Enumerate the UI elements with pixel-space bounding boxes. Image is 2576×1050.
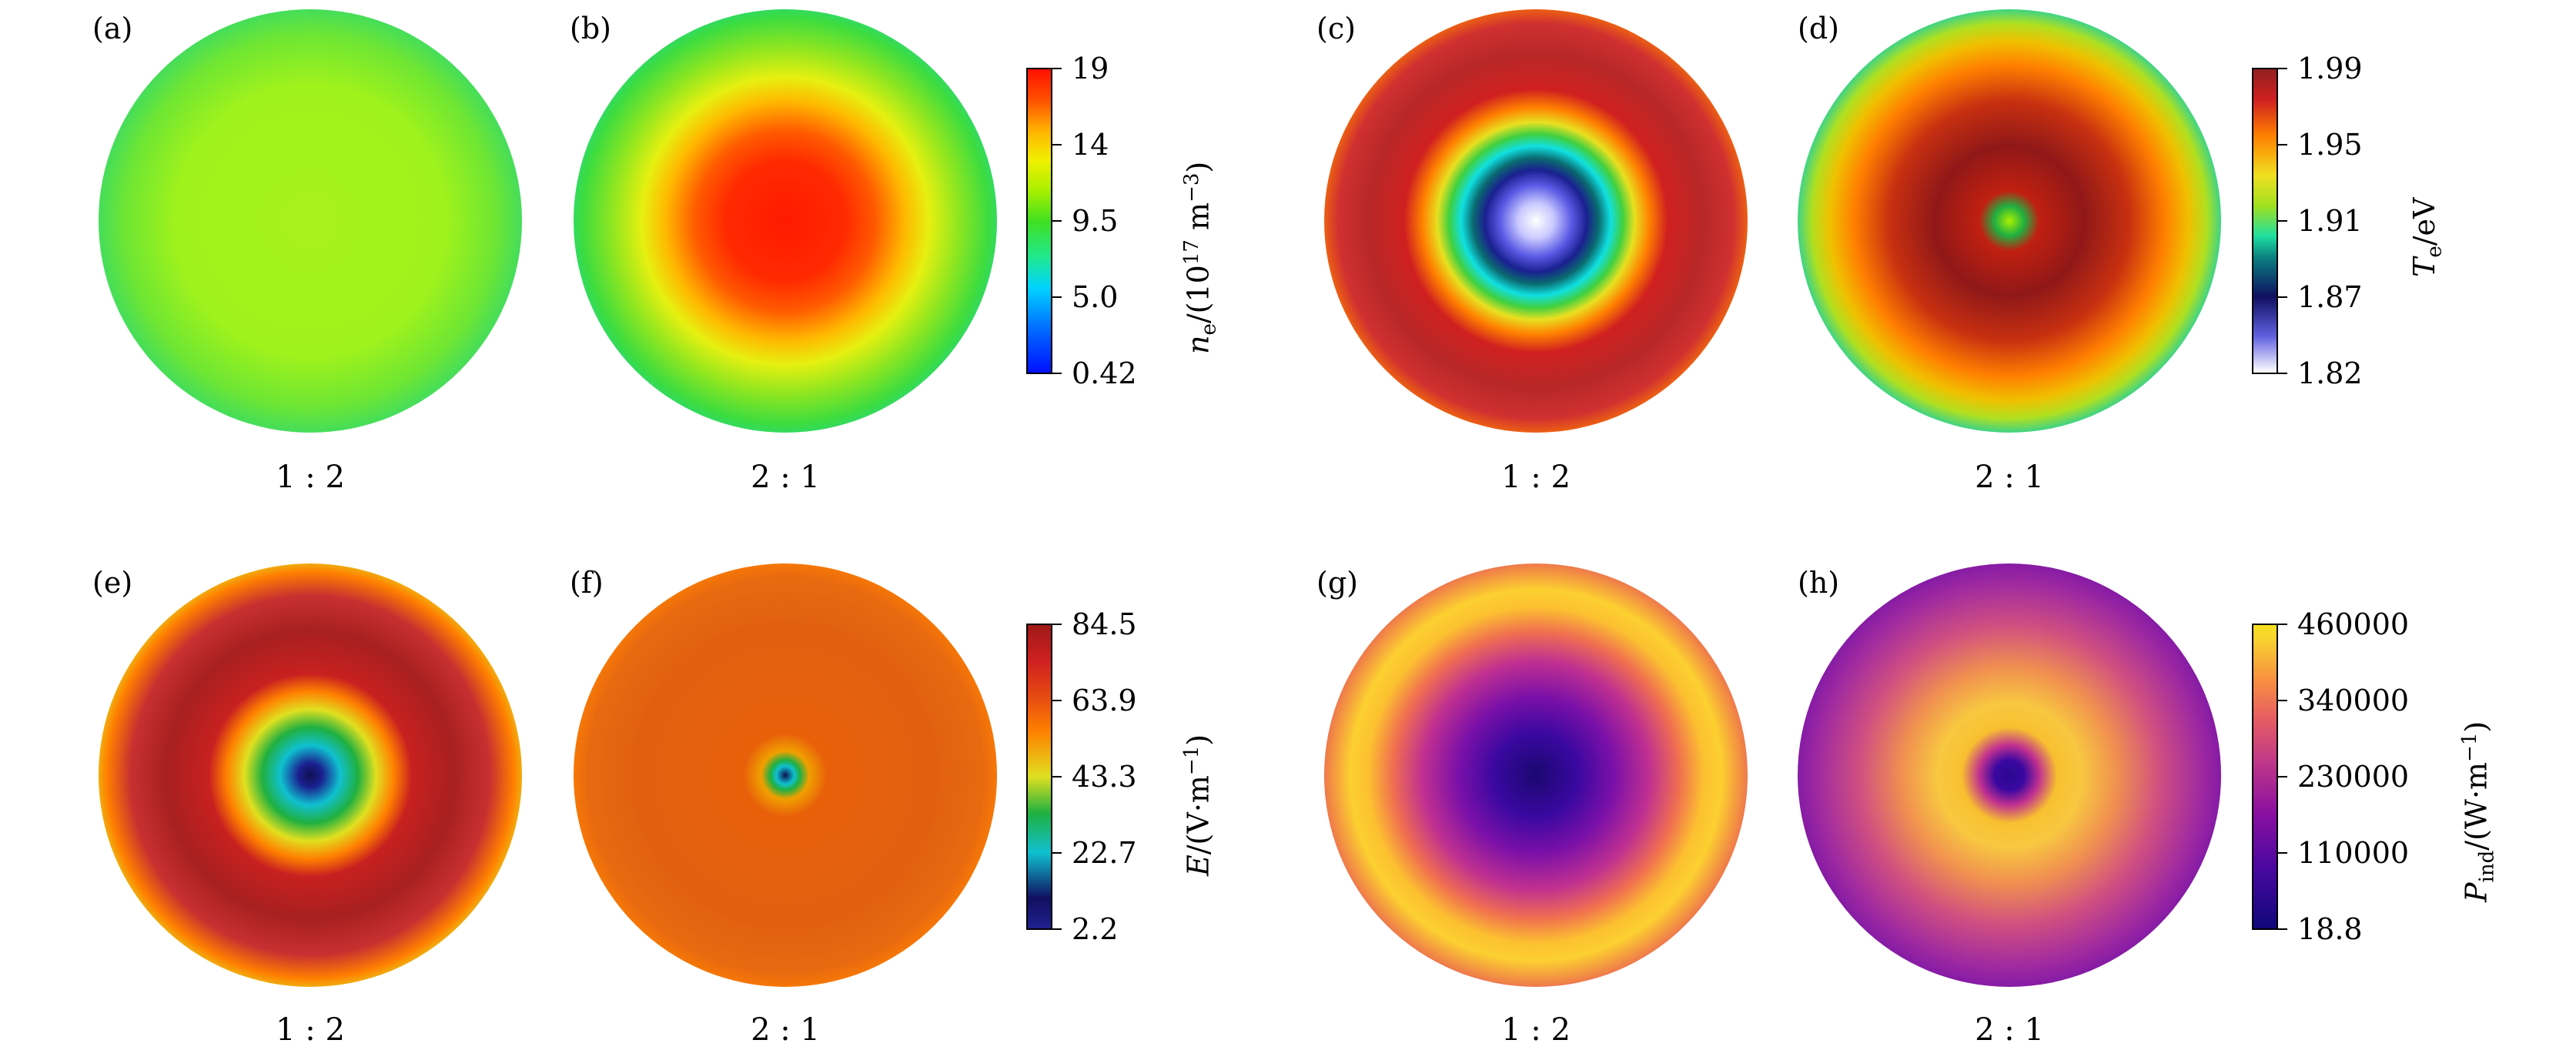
e-colorbar <box>1026 624 1052 930</box>
ne-tick-label: 9.5 <box>1072 204 1119 238</box>
ne-colorbar <box>1026 68 1052 374</box>
te-tick <box>2278 373 2287 374</box>
ratio-g: 1 : 2 <box>1501 1012 1571 1048</box>
te-tick <box>2278 296 2287 298</box>
panel-label-d: (d) <box>1798 12 1839 45</box>
te-tick-label: 1.91 <box>2297 204 2363 238</box>
e-colorbar-label: E/(V·m−1) <box>1180 734 1216 876</box>
p-tick <box>2278 776 2287 777</box>
te-colorbar <box>2252 68 2278 374</box>
e-tick-label: 22.7 <box>1072 836 1137 870</box>
ne-tick <box>1052 68 1062 69</box>
e-tick <box>1052 928 1062 930</box>
ne-tick-label: 5.0 <box>1072 280 1119 314</box>
te-tick-label: 1.82 <box>2297 356 2363 390</box>
te-disk-c <box>1324 9 1748 433</box>
p-tick <box>2278 624 2287 625</box>
te-tick <box>2278 68 2287 69</box>
ne-tick-label: 14 <box>1072 128 1109 162</box>
p-tick <box>2278 928 2287 930</box>
e-disk-e <box>99 563 522 987</box>
panel-label-g: (g) <box>1316 566 1358 600</box>
ratio-c: 1 : 2 <box>1501 460 1571 495</box>
p-tick-label: 230000 <box>2297 760 2410 794</box>
te-disk-d <box>1798 9 2221 433</box>
ratio-e: 1 : 2 <box>276 1012 345 1048</box>
p-tick-label: 340000 <box>2297 684 2410 717</box>
te-colorbar-label: Te/eV <box>2407 197 2447 277</box>
ne-disk-a <box>99 9 522 433</box>
panel-label-a: (a) <box>92 12 133 45</box>
panel-label-e: (e) <box>92 566 133 600</box>
e-tick-label: 43.3 <box>1072 760 1137 794</box>
ne-disk-b <box>574 9 997 433</box>
p-colorbar-label: Pind/(W·m−1) <box>2458 721 2499 902</box>
te-tick <box>2278 144 2287 145</box>
te-tick-label: 1.95 <box>2297 128 2363 162</box>
e-tick <box>1052 852 1062 854</box>
p-tick <box>2278 852 2287 854</box>
ne-tick <box>1052 296 1062 298</box>
ratio-f: 2 : 1 <box>751 1012 820 1048</box>
p-disk-g <box>1324 563 1748 987</box>
e-tick <box>1052 624 1062 625</box>
panel-label-c: (c) <box>1316 12 1356 45</box>
e-tick-label: 63.9 <box>1072 684 1137 717</box>
panel-label-b: (b) <box>570 12 611 45</box>
ne-tick <box>1052 373 1062 374</box>
ne-tick <box>1052 144 1062 145</box>
e-tick-label: 84.5 <box>1072 607 1137 641</box>
e-disk-f <box>574 563 997 987</box>
ne-colorbar-label: ne/(1017 m−3) <box>1180 161 1221 354</box>
te-tick-label: 1.87 <box>2297 280 2363 314</box>
ratio-a: 1 : 2 <box>276 460 345 495</box>
ratio-b: 2 : 1 <box>751 460 820 495</box>
panel-label-f: (f) <box>570 566 604 600</box>
te-tick <box>2278 220 2287 222</box>
p-tick <box>2278 700 2287 701</box>
ne-tick <box>1052 220 1062 222</box>
ne-tick-label: 0.42 <box>1072 356 1137 390</box>
p-disk-h <box>1798 563 2221 987</box>
p-tick-label: 18.8 <box>2297 912 2363 946</box>
te-tick-label: 1.99 <box>2297 52 2363 85</box>
e-tick <box>1052 776 1062 777</box>
panel-label-h: (h) <box>1798 566 1840 600</box>
p-tick-label: 460000 <box>2297 607 2410 641</box>
e-tick-label: 2.2 <box>1072 912 1119 946</box>
p-tick-label: 110000 <box>2297 836 2410 870</box>
e-tick <box>1052 700 1062 701</box>
ne-tick-label: 19 <box>1072 52 1109 85</box>
ratio-h: 2 : 1 <box>1975 1012 2044 1048</box>
p-colorbar <box>2252 624 2278 930</box>
ratio-d: 2 : 1 <box>1975 460 2044 495</box>
